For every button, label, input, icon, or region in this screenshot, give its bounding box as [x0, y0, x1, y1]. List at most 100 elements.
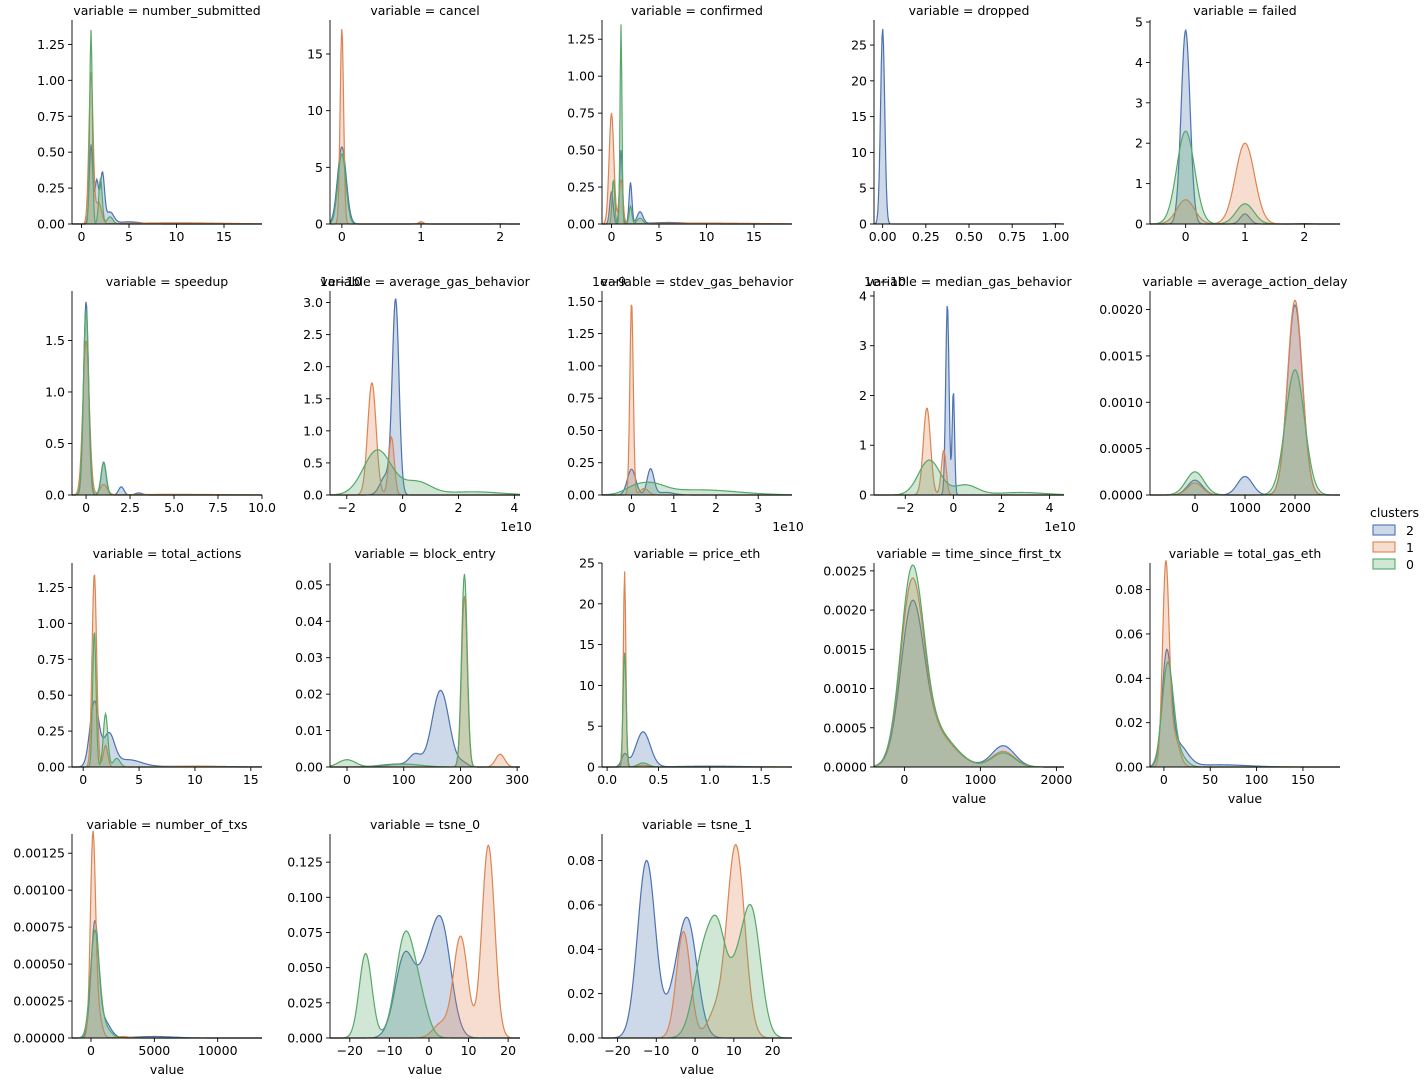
x-tick-label: 10 [699, 229, 715, 244]
y-tick-label: 0.25 [567, 455, 595, 470]
density-line-cluster-0 [602, 652, 792, 768]
y-tick-label: 0.00 [567, 488, 595, 503]
x-tick-label: 1.00 [1041, 229, 1069, 244]
y-tick-label: 0.00 [567, 1031, 595, 1046]
density-area-cluster-2 [330, 915, 520, 1038]
x-tick-label: 0.0 [597, 772, 617, 787]
y-tick-label: 0.5 [45, 436, 65, 451]
x-tick-label: 0 [425, 1043, 433, 1058]
density-area-cluster-2 [72, 144, 262, 224]
y-tick-label: 0.0015 [1099, 348, 1143, 363]
y-tick-label: 0.75 [567, 106, 595, 121]
x-tick-label: −10 [643, 1043, 669, 1058]
facet-panel: variable = median_gas_behavior −2 0 2 4 0 1 2 3 4… [859, 274, 1076, 534]
y-tick-label: 0.75 [567, 391, 595, 406]
x-tick-label: 4 [510, 500, 518, 515]
panel-title: variable = tsne_0 [370, 817, 480, 832]
x-tick-label: 10.0 [248, 500, 276, 515]
density-line-cluster-1 [602, 571, 792, 768]
x-tick-label: 0 [78, 229, 86, 244]
y-tick-label: 0.0 [45, 488, 65, 503]
density-area-cluster-0 [330, 449, 520, 495]
facet-panel: variable = average_action_delay 0 1000 2000… [1099, 274, 1348, 515]
y-tick-label: 0.05 [295, 577, 323, 592]
x-tick-label: 10000 [198, 1043, 238, 1058]
y-tick-label: 0.025 [287, 995, 323, 1010]
y-tick-label: 3 [859, 338, 867, 353]
y-tick-label: 1 [859, 438, 867, 453]
density-area-cluster-2 [72, 920, 262, 1038]
y-tick-label: 0 [587, 760, 595, 775]
x-axis-label: value [150, 1062, 184, 1077]
density-line-cluster-1 [71, 340, 263, 496]
x-tick-label: 5 [135, 772, 143, 787]
density-line-cluster-1 [330, 28, 520, 225]
x-tick-label: 1 [670, 500, 678, 515]
facet-panel: variable = number_of_txs 0 5000 10000 0.0000… [13, 817, 262, 1077]
y-tick-label: 20 [579, 596, 595, 611]
x-tick-label: 0 [343, 772, 351, 787]
x-tick-label: −20 [604, 1043, 630, 1058]
y-tick-label: 5 [859, 181, 867, 196]
density-area-cluster-1 [330, 595, 520, 767]
x-tick-label: 10 [187, 772, 203, 787]
density-line-cluster-0 [873, 564, 1064, 768]
panel-title: variable = average_gas_behavior [320, 274, 530, 289]
density-area-cluster-1 [330, 845, 520, 1038]
y-tick-label: 1.50 [567, 294, 595, 309]
x-tick-label: 300 [505, 772, 529, 787]
y-tick-label: 0.08 [1115, 582, 1143, 597]
facet-panel: variable = block_entry 0 100 200 300 0.00 0.01… [295, 546, 529, 787]
y-tick-label: 0.125 [287, 855, 323, 870]
density-area-cluster-0 [330, 153, 520, 224]
x-tick-label: 15 [216, 229, 232, 244]
x-tick-label: 7.5 [208, 500, 228, 515]
x-tick-label: 50 [1202, 772, 1218, 787]
x-tick-label: 4 [1046, 500, 1054, 515]
y-tick-label: 0.25 [37, 724, 65, 739]
density-area-cluster-0 [1150, 369, 1340, 495]
y-tick-label: 0.25 [567, 180, 595, 195]
y-tick-label: 0.0000 [1099, 488, 1143, 503]
density-area-cluster-2 [874, 28, 1064, 224]
x-tick-label: 100 [392, 772, 416, 787]
x-tick-label: 3 [754, 500, 762, 515]
y-tick-label: 0.00025 [13, 994, 65, 1009]
y-tick-label: 0.50 [567, 423, 595, 438]
y-tick-label: 0.50 [37, 145, 65, 160]
density-area-cluster-0 [1150, 131, 1340, 224]
y-tick-label: 0.75 [37, 109, 65, 124]
density-area-cluster-2 [602, 731, 792, 767]
density-area-cluster-1 [1150, 300, 1340, 495]
density-area-cluster-0 [72, 930, 262, 1038]
x-tick-label: 0.75 [998, 229, 1026, 244]
x-tick-label: 0.25 [912, 229, 940, 244]
x-tick-label: 0 [691, 1043, 699, 1058]
panel-title: variable = price_eth [634, 546, 761, 561]
density-line-cluster-1 [874, 407, 1064, 496]
x-tick-label: −20 [337, 1043, 363, 1058]
y-tick-label: 5 [1135, 15, 1143, 30]
facet-panel: variable = dropped 0.00 0.25 0.50 0.75 1.00 0 5… [851, 3, 1069, 244]
density-area-cluster-2 [330, 147, 520, 224]
facet-panel: variable = tsne_1 −20 −10 0 10 20 0.00 0.02 0.04… [567, 817, 792, 1077]
x-tick-label: 2000 [1040, 772, 1072, 787]
x-tick-label: 10 [726, 1043, 742, 1058]
y-tick-label: 0.03 [295, 650, 323, 665]
x-tick-label: 15 [243, 772, 259, 787]
x-tick-label: 5000 [138, 1043, 170, 1058]
x-tick-label: 5 [125, 229, 133, 244]
x-tick-label: 0 [87, 1043, 95, 1058]
x-tick-label: 2 [1300, 229, 1308, 244]
facet-panel: variable = price_eth 0.0 0.5 1.0 1.5 0 5 10 15 20… [579, 546, 792, 787]
x-tick-label: 20 [500, 1043, 516, 1058]
density-line-cluster-0 [874, 459, 1065, 496]
facet-panel: variable = average_gas_behavior −2 0 2 4 0.0 0… [303, 274, 532, 534]
y-tick-label: 0.0020 [823, 603, 867, 618]
y-tick-label: 1.5 [303, 391, 323, 406]
legend-label: 0 [1406, 557, 1414, 572]
y-tick-label: 4 [859, 288, 867, 303]
y-tick-label: 0.0010 [823, 681, 867, 696]
